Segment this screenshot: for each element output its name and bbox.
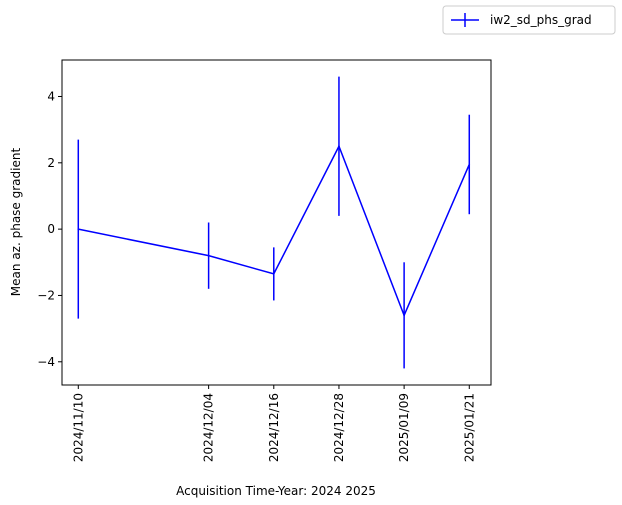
y-tick-label: −4 (37, 355, 55, 369)
data-point (468, 163, 471, 166)
legend-frame (442, 5, 616, 35)
x-tick-label: 2024/12/04 (202, 393, 216, 462)
legend-label: iw2_sd_phs_grad (490, 13, 592, 27)
data-point (77, 228, 80, 230)
data-point (207, 254, 210, 257)
x-tick-label: 2025/01/09 (397, 393, 411, 462)
x-axis: 2024/11/10 2024/12/04 2024/12/16 2024/12/28… (71, 385, 476, 462)
x-axis-label: Acquisition Time-Year: 2024 2025 (176, 484, 376, 498)
data-point (403, 314, 405, 317)
y-axis-label: Mean az. phase gradient (9, 148, 23, 297)
legend: iw2_sd_phs_grad (442, 5, 616, 35)
data-point (272, 273, 275, 275)
x-tick-label: 2024/12/28 (332, 393, 346, 462)
data-point (338, 145, 340, 148)
series-line (78, 144, 470, 318)
y-tick-label: −2 (37, 288, 55, 302)
x-tick-label: 2024/12/16 (267, 393, 281, 462)
series-layer (77, 76, 471, 369)
y-tick-label: 0 (47, 222, 55, 236)
x-tick-label: 2024/11/10 (71, 393, 85, 462)
plot-area (61, 59, 492, 386)
y-tick-label: 2 (47, 156, 55, 170)
y-tick-label: 4 (47, 89, 55, 103)
y-axis: −4 −2 0 2 4 (37, 89, 62, 369)
axes-frame (61, 59, 492, 386)
x-tick-label: 2025/01/21 (462, 393, 476, 462)
